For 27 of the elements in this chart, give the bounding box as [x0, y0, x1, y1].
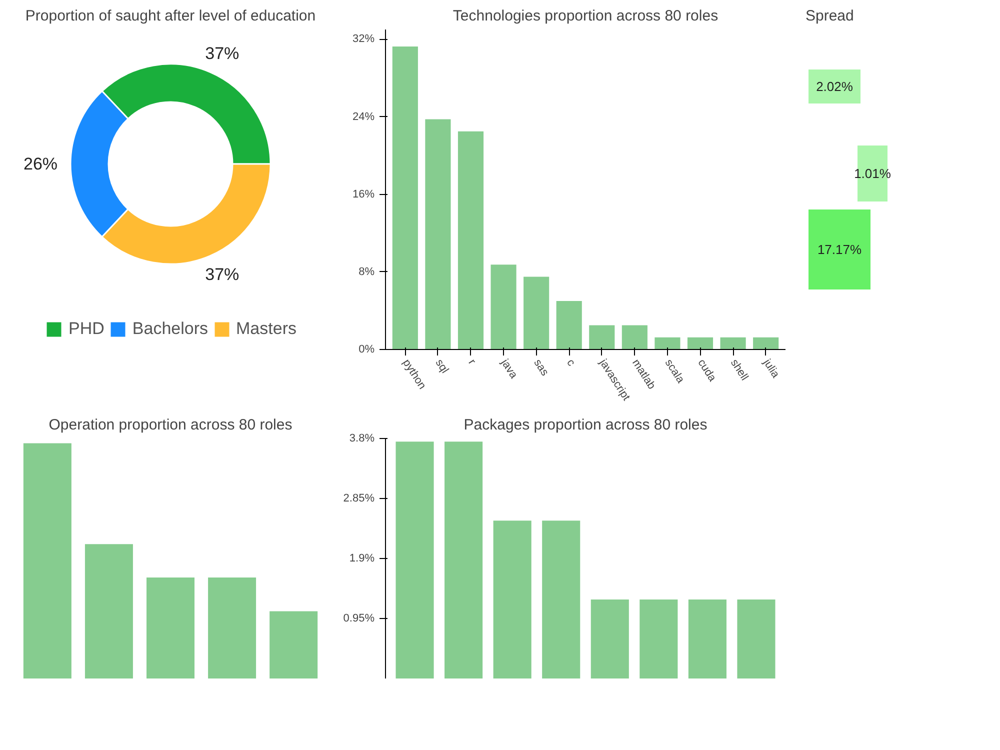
data-label: 37%	[205, 265, 240, 284]
x-tick-label: r	[466, 357, 478, 368]
chart-title: Packages proportion across 80 roles	[464, 416, 708, 434]
data-label: 37%	[205, 44, 240, 63]
data-label: 26%	[23, 154, 58, 174]
y-tick-label: 16%	[352, 188, 375, 200]
y-tick-label: 8%	[358, 266, 375, 278]
y-tick-label: 24%	[352, 110, 375, 123]
y-tick-label: 3.8%	[349, 432, 375, 444]
x-tick-label: c	[564, 357, 578, 369]
data-label: 17.17%	[817, 242, 862, 257]
y-tick-label: 0.95%	[343, 612, 375, 624]
legend-label: PHD	[68, 319, 104, 339]
chart-title: Operation proportion across 80 roles	[48, 416, 292, 434]
x-tick-label: sql	[432, 357, 451, 376]
chart-title: Technologies proportion across 80 roles	[452, 8, 718, 24]
x-tick-label: sas	[531, 357, 551, 379]
data-label: 2.02%	[816, 79, 854, 94]
legend-label: Masters	[236, 319, 296, 339]
data-label: 1.01%	[854, 166, 892, 181]
chart-title: Proportion of saught after level of education	[25, 8, 316, 24]
y-tick-label: 0%	[358, 344, 375, 356]
text: Spread	[806, 8, 854, 24]
y-tick-label: 32%	[352, 33, 375, 46]
y-tick-label: 1.9%	[349, 552, 375, 564]
legend-label: Bachelors	[132, 319, 208, 339]
y-tick-label: 2.85%	[343, 492, 375, 504]
